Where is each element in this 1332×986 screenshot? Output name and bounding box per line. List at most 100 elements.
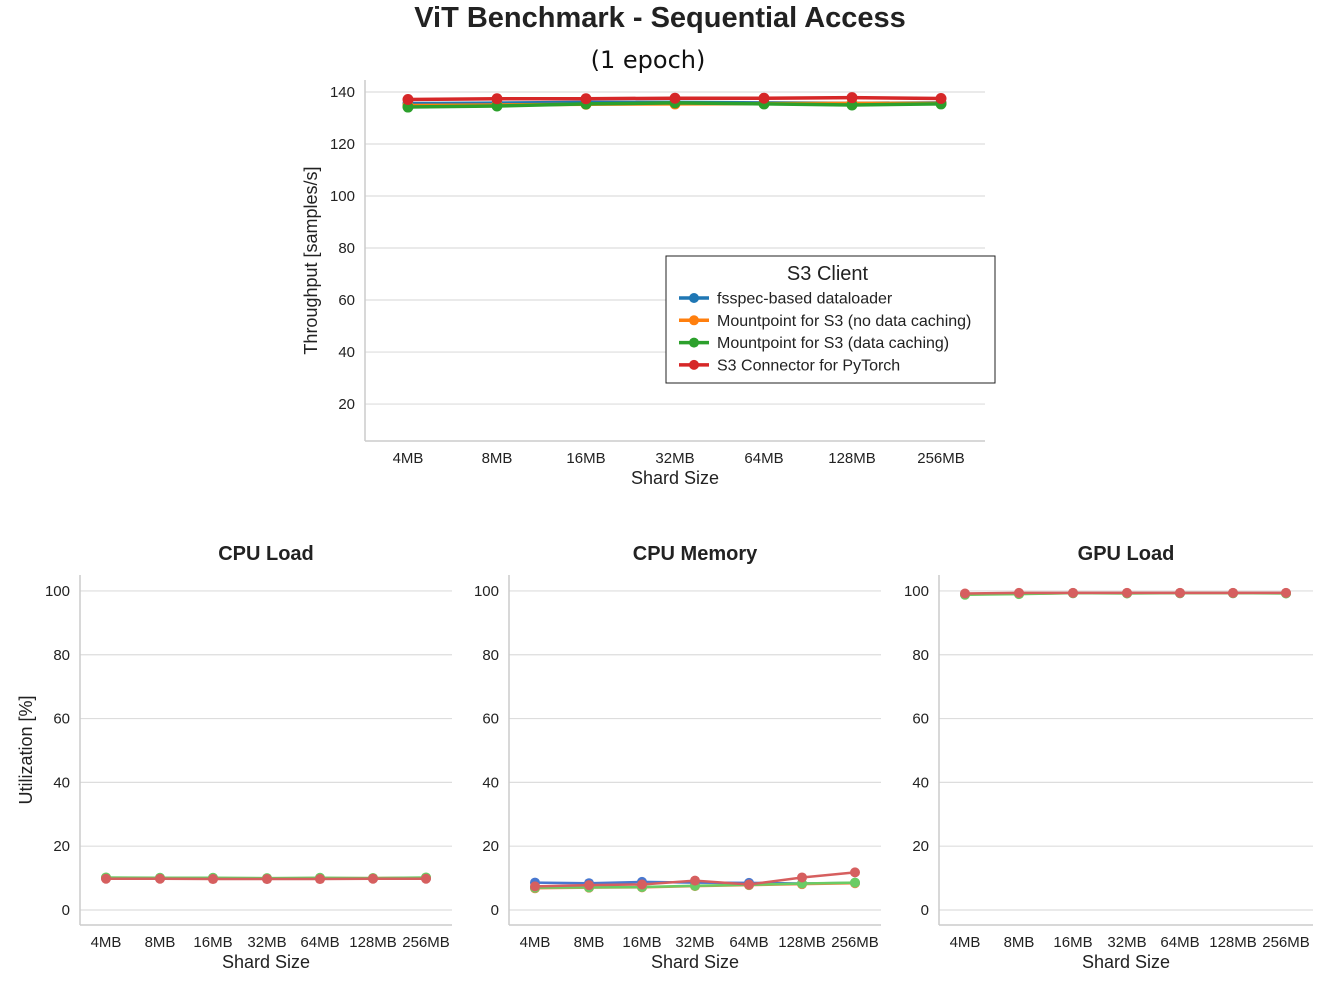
x-tick-label: 8MB xyxy=(574,934,605,951)
data-point xyxy=(744,879,754,890)
y-tick-label: 0 xyxy=(921,902,929,919)
x-tick-label: 4MB xyxy=(91,934,122,951)
y-tick-label: 100 xyxy=(474,583,499,600)
x-tick-label: 64MB xyxy=(744,450,783,467)
data-point xyxy=(850,867,860,878)
data-point xyxy=(155,873,165,884)
x-tick-label: 32MB xyxy=(675,934,714,951)
legend-title: S3 Client xyxy=(787,263,869,285)
y-tick-label: 20 xyxy=(482,838,499,855)
x-tick-label: 64MB xyxy=(300,934,339,951)
y-tick-label: 80 xyxy=(912,647,929,664)
y-tick-label: 60 xyxy=(53,711,70,728)
data-point xyxy=(262,874,272,885)
y-tick-label: 40 xyxy=(482,774,499,791)
y-tick-label: 140 xyxy=(330,84,355,101)
x-tick-label: 128MB xyxy=(349,934,397,951)
y-tick-label: 40 xyxy=(53,774,70,791)
x-tick-label: 16MB xyxy=(193,934,232,951)
data-point xyxy=(101,873,111,884)
data-point xyxy=(1068,587,1078,598)
x-axis-label: Shard Size xyxy=(651,952,739,972)
data-point xyxy=(758,92,770,104)
x-tick-label: 4MB xyxy=(950,934,981,951)
y-tick-label: 20 xyxy=(338,396,355,413)
data-point xyxy=(530,881,540,892)
data-point xyxy=(315,874,325,885)
x-tick-label: 8MB xyxy=(145,934,176,951)
x-tick-label: 16MB xyxy=(1053,934,1092,951)
y-tick-label: 0 xyxy=(491,902,499,919)
y-tick-label: 100 xyxy=(904,583,929,600)
legend-marker xyxy=(689,337,699,348)
chart-panel-0: 20 40 60 80 100 120 140 4MB 8MB 16MB 32MB 64MB 128MB… xyxy=(301,80,985,488)
x-tick-label: 32MB xyxy=(247,934,286,951)
legend-entry: Mountpoint for S3 (data caching) xyxy=(717,335,949,352)
data-point xyxy=(669,92,681,104)
y-tick-label: 100 xyxy=(330,188,355,205)
legend: S3 Client fsspec-based dataloader Mountpoi… xyxy=(665,255,996,384)
legend-marker xyxy=(689,293,699,303)
data-point xyxy=(402,101,414,113)
chart-panel-1: 0 20 40 60 80 100 4MB 8MB 16MB 32MB 64MB 128MB 256MB… xyxy=(16,543,452,972)
panel-title: GPU Load xyxy=(1078,543,1175,565)
legend-entry: Mountpoint for S3 (no data caching) xyxy=(717,313,971,330)
data-point xyxy=(1175,587,1185,598)
y-tick-label: 0 xyxy=(62,902,70,919)
panel-title: CPU Memory xyxy=(633,543,758,565)
data-point xyxy=(690,875,700,886)
x-axis-label: Shard Size xyxy=(222,952,310,972)
data-point xyxy=(846,92,858,104)
y-tick-label: 80 xyxy=(338,240,355,257)
legend-marker xyxy=(689,359,699,370)
data-point xyxy=(421,873,431,884)
y-tick-label: 20 xyxy=(53,838,70,855)
data-point xyxy=(1014,587,1024,598)
x-tick-label: 16MB xyxy=(566,450,605,467)
figure-subtitle: (1 epoch) xyxy=(590,46,706,74)
x-tick-label: 64MB xyxy=(729,934,768,951)
y-tick-label: 40 xyxy=(912,774,929,791)
y-tick-label: 80 xyxy=(53,647,70,664)
data-point xyxy=(584,880,594,891)
y-tick-label: 100 xyxy=(45,583,70,600)
x-tick-label: 4MB xyxy=(393,450,424,467)
data-point xyxy=(960,588,970,599)
x-tick-label: 8MB xyxy=(1004,934,1035,951)
x-tick-label: 4MB xyxy=(520,934,551,951)
legend-marker xyxy=(689,315,699,326)
x-tick-label: 64MB xyxy=(1160,934,1199,951)
figure-title: ViT Benchmark - Sequential Access xyxy=(414,2,906,34)
y-axis-label: Throughput [samples/s] xyxy=(301,166,321,354)
legend-entry: S3 Connector for PyTorch xyxy=(717,357,900,374)
x-tick-label: 32MB xyxy=(655,450,694,467)
y-tick-label: 60 xyxy=(912,711,929,728)
x-axis-label: Shard Size xyxy=(1082,952,1170,972)
x-tick-label: 32MB xyxy=(1107,934,1146,951)
x-tick-label: 256MB xyxy=(1262,934,1310,951)
x-tick-label: 128MB xyxy=(778,934,826,951)
data-point xyxy=(208,874,218,885)
data-point xyxy=(850,877,860,888)
x-tick-label: 16MB xyxy=(622,934,661,951)
y-tick-label: 120 xyxy=(330,136,355,153)
x-tick-label: 256MB xyxy=(402,934,450,951)
data-point xyxy=(1281,587,1291,598)
data-point xyxy=(935,92,947,104)
legend-entry: fsspec-based dataloader xyxy=(717,291,893,308)
data-point xyxy=(1228,587,1238,598)
data-point xyxy=(491,93,503,105)
y-axis-label: Utilization [%] xyxy=(16,695,36,804)
y-tick-label: 40 xyxy=(338,344,355,361)
data-point xyxy=(368,873,378,884)
data-point xyxy=(402,94,414,106)
y-tick-label: 80 xyxy=(482,647,499,664)
panel-title: CPU Load xyxy=(218,543,314,565)
data-point xyxy=(637,879,647,890)
y-tick-label: 60 xyxy=(338,292,355,309)
x-tick-label: 256MB xyxy=(831,934,879,951)
data-point xyxy=(580,93,592,105)
y-tick-label: 20 xyxy=(912,838,929,855)
data-point xyxy=(797,872,807,883)
